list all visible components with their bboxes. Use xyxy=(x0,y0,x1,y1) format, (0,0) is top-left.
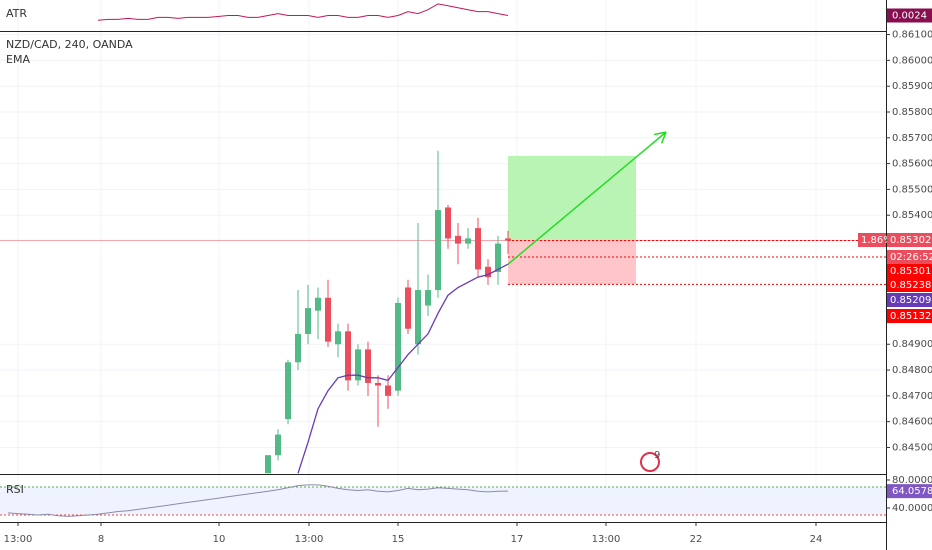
x-tick-label: 17 xyxy=(511,534,524,545)
price-marker-label: 0.85302 xyxy=(890,235,931,246)
y-tick-label: 0.84700 xyxy=(892,391,932,402)
price-marker xyxy=(887,309,932,323)
candle-body xyxy=(505,238,511,241)
logo[interactable] xyxy=(640,452,660,472)
price-marker-label: 1.86% xyxy=(861,235,893,246)
price-marker xyxy=(887,278,932,292)
y-tick-label: 0.84600 xyxy=(892,417,932,428)
indicator-line xyxy=(97,3,509,21)
candle-body xyxy=(445,207,451,239)
y-tick-label: 40.0000 xyxy=(892,503,932,514)
candle-body xyxy=(485,266,491,278)
y-tick-label: 0.84800 xyxy=(892,365,932,376)
grid xyxy=(0,0,886,522)
y-tick-label: 0.86000 xyxy=(892,55,932,66)
candle-body xyxy=(265,455,271,474)
candle-body xyxy=(335,331,341,345)
candle-body xyxy=(375,382,381,386)
candle-body xyxy=(385,385,391,396)
last-value-label: 0.0024 xyxy=(892,11,927,22)
candle-body xyxy=(355,349,361,381)
plot xyxy=(0,3,886,517)
candle-body xyxy=(415,290,421,345)
y-tick-label: 0.84500 xyxy=(892,442,932,453)
y-tick-label: 0.86100 xyxy=(892,30,932,41)
pane-title: RSI xyxy=(6,483,24,496)
price-marker-label: 02:26:52 xyxy=(890,252,932,263)
x-tick-label: 8 xyxy=(98,534,104,545)
last-value-label: 64.0578 xyxy=(892,486,932,497)
candle-body xyxy=(315,297,321,311)
candle-body xyxy=(465,238,471,244)
last-value-marker xyxy=(887,8,932,23)
candle-body xyxy=(295,333,301,363)
ema-line xyxy=(297,263,509,474)
price-marker-label: 0.85209 xyxy=(890,295,931,306)
candle-body xyxy=(365,349,371,383)
price-marker-label: 0.85238 xyxy=(890,280,931,291)
indicator-line xyxy=(7,484,509,517)
target-zone xyxy=(508,155,636,241)
candle-body xyxy=(325,297,331,342)
candle-body xyxy=(305,308,311,334)
last-value-marker xyxy=(887,484,932,499)
price-marker-label: 0.85132 xyxy=(890,311,931,322)
price-marker-label: 0.85301 xyxy=(890,266,931,277)
y-tick-label: 0.85500 xyxy=(892,184,932,195)
candle-body xyxy=(285,362,291,420)
x-tick-label: 24 xyxy=(810,534,823,545)
legend-entry: EMA xyxy=(6,53,30,66)
price-marker xyxy=(887,293,932,307)
x-tick-label: 15 xyxy=(392,534,405,545)
y-tick-label: 0.85400 xyxy=(892,210,932,221)
band xyxy=(0,486,886,515)
x-tick-label: 22 xyxy=(690,534,703,545)
price-marker xyxy=(887,233,932,247)
x-tick-label: 13:00 xyxy=(295,534,324,545)
candle-body xyxy=(475,228,481,270)
price-marker xyxy=(887,264,932,278)
candle-body xyxy=(395,302,401,391)
y-tick-label: 0.85800 xyxy=(892,107,932,118)
x-tick-label: 13:00 xyxy=(592,534,621,545)
candle-body xyxy=(495,243,501,272)
x-tick-label: 10 xyxy=(213,534,226,545)
candle-body xyxy=(275,434,281,456)
pane-title: ATR xyxy=(6,7,27,20)
candle-body xyxy=(425,290,431,306)
candle-body xyxy=(435,210,441,291)
stop-zone xyxy=(508,240,636,285)
chart-title: NZD/CAD, 240, OANDA xyxy=(6,38,133,51)
candle-body xyxy=(455,235,461,244)
x-tick-label: 13:00 xyxy=(4,534,33,545)
arrow-head xyxy=(660,131,667,144)
axes: 0.0024 13:00 8 10 13:00 15 17 13:00 22 24 0.86100 0… xyxy=(4,8,932,545)
price-marker xyxy=(887,250,932,264)
arrow xyxy=(507,131,667,265)
candle-body xyxy=(405,287,411,329)
arrow-head xyxy=(654,131,667,136)
y-tick-label: 0.85900 xyxy=(892,81,932,92)
y-tick-label: 0.84900 xyxy=(892,339,932,350)
candle-body xyxy=(345,331,351,381)
price-marker xyxy=(858,233,886,247)
y-tick-label: 80.0000 xyxy=(892,475,932,486)
y-tick-label: 0.85600 xyxy=(892,159,932,170)
badge[interactable]: 9 xyxy=(654,450,660,461)
y-tick-label: 0.85700 xyxy=(892,133,932,144)
